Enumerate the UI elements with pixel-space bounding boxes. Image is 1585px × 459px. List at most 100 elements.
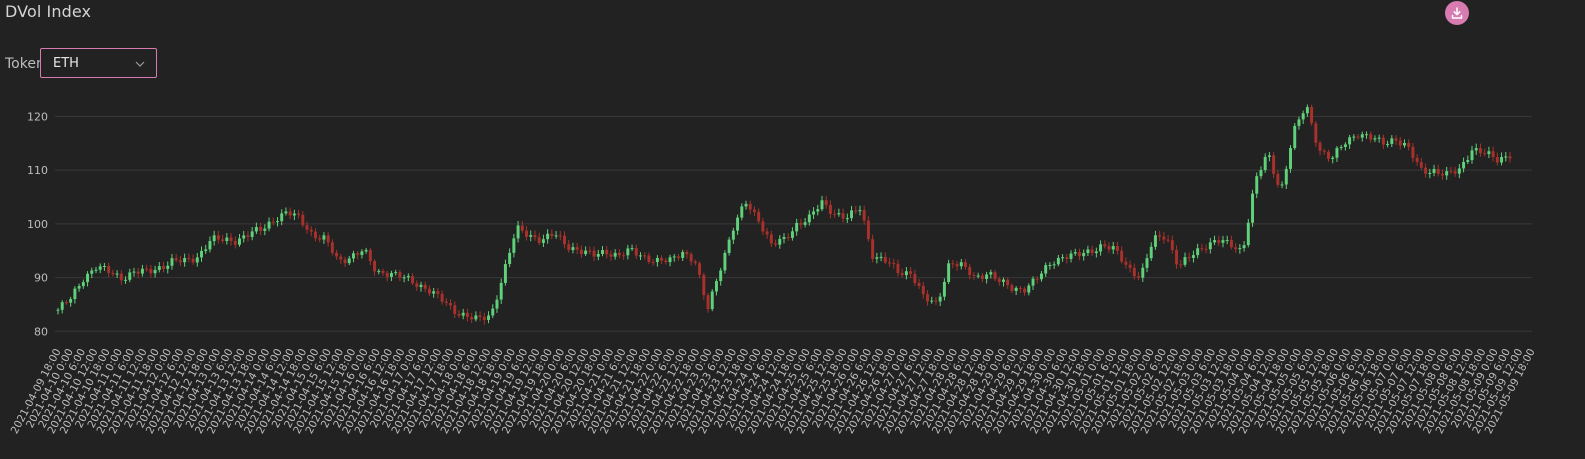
candle-body	[563, 235, 566, 245]
candle-body	[1462, 161, 1466, 169]
candle-body	[330, 242, 334, 253]
candle-body	[1061, 257, 1065, 259]
candle-body	[1424, 167, 1428, 174]
y-tick-label: 110	[27, 164, 48, 177]
candle-body	[605, 250, 609, 255]
candle-body	[1183, 257, 1187, 265]
candle-body	[373, 261, 377, 272]
candle-body	[900, 273, 904, 276]
candle-body	[1115, 246, 1119, 251]
candle-body	[1348, 137, 1352, 145]
candle-body	[233, 241, 237, 245]
candle-body	[1365, 134, 1368, 136]
candle-body	[541, 239, 545, 243]
candle-body	[1158, 235, 1162, 237]
candle-body	[938, 296, 942, 302]
candle-body	[816, 209, 820, 212]
candle-body	[554, 235, 558, 237]
candle-body	[761, 221, 765, 232]
candle-body	[1023, 288, 1027, 293]
candle-body	[491, 308, 495, 316]
candle-body	[347, 258, 351, 264]
candle-body	[1006, 279, 1010, 286]
candle-body	[588, 250, 592, 252]
candle-body	[1440, 173, 1444, 176]
candle-body	[1293, 125, 1297, 149]
candle-body	[571, 247, 575, 251]
candle-body	[1065, 257, 1069, 259]
candle-body	[1428, 172, 1432, 174]
candle-body	[1314, 123, 1318, 143]
candle-body	[681, 251, 685, 258]
candle-body	[529, 235, 533, 237]
candle-body	[449, 302, 453, 306]
candle-body	[698, 263, 702, 275]
candle-body	[1107, 246, 1111, 250]
candle-body	[1305, 107, 1309, 114]
candle-body	[242, 235, 246, 239]
candle-body	[1263, 156, 1267, 171]
candle-body	[309, 229, 313, 232]
candle-body	[1166, 239, 1170, 241]
candle-body	[318, 238, 322, 240]
candle-body	[651, 261, 655, 263]
candle-body	[748, 203, 752, 210]
candle-body	[1031, 278, 1035, 286]
candle-body	[208, 241, 212, 250]
candle-body	[875, 257, 879, 259]
candle-body	[111, 273, 115, 275]
candle-body	[1200, 248, 1204, 250]
candle-body	[837, 213, 841, 215]
candle-body	[558, 235, 562, 237]
candle-body	[719, 270, 723, 282]
download-button[interactable]	[1445, 1, 1469, 25]
candle-body	[774, 243, 778, 245]
candle-body	[474, 315, 478, 320]
token-select[interactable]: ETH	[40, 48, 157, 78]
candle-body	[90, 270, 94, 274]
candle-body	[841, 213, 845, 219]
candle-body	[854, 210, 858, 212]
candle-body	[879, 256, 883, 258]
candle-body	[191, 258, 195, 263]
candle-body	[888, 262, 892, 264]
candle-body	[592, 250, 596, 257]
chevron-down-icon[interactable]	[134, 58, 146, 70]
candle-body	[626, 248, 630, 256]
candle-body	[461, 312, 465, 316]
candle-body	[689, 254, 693, 262]
candle-body	[833, 213, 837, 215]
candle-body	[1018, 287, 1022, 289]
candle-body	[478, 315, 482, 318]
candle-body	[550, 233, 554, 237]
candle-body	[107, 266, 111, 274]
candle-body	[415, 283, 419, 288]
candle-body	[883, 256, 887, 263]
candle-body	[1170, 240, 1174, 250]
candle-body	[1327, 151, 1330, 159]
candle-body	[1149, 246, 1153, 259]
candle-body	[731, 230, 735, 240]
candle-body	[622, 255, 626, 257]
candle-body	[579, 249, 583, 255]
candle-body	[368, 250, 372, 262]
candle-body	[427, 288, 431, 294]
candle-body	[850, 210, 854, 219]
candle-body	[263, 228, 267, 231]
candle-body	[292, 213, 296, 216]
candle-body	[664, 260, 668, 263]
candle-body	[411, 276, 415, 284]
candle-body	[512, 238, 516, 253]
candle-body	[1415, 157, 1419, 163]
y-tick-label: 90	[34, 272, 48, 285]
candle-body	[499, 282, 503, 300]
download-icon	[1451, 7, 1463, 19]
candle-body	[676, 256, 680, 258]
token-label: Token	[5, 56, 45, 72]
candle-body	[246, 235, 250, 237]
candle-body	[495, 299, 499, 309]
candle-body	[596, 253, 600, 257]
candle-body	[951, 263, 955, 265]
candle-body	[714, 281, 718, 292]
candle-body	[385, 272, 389, 277]
